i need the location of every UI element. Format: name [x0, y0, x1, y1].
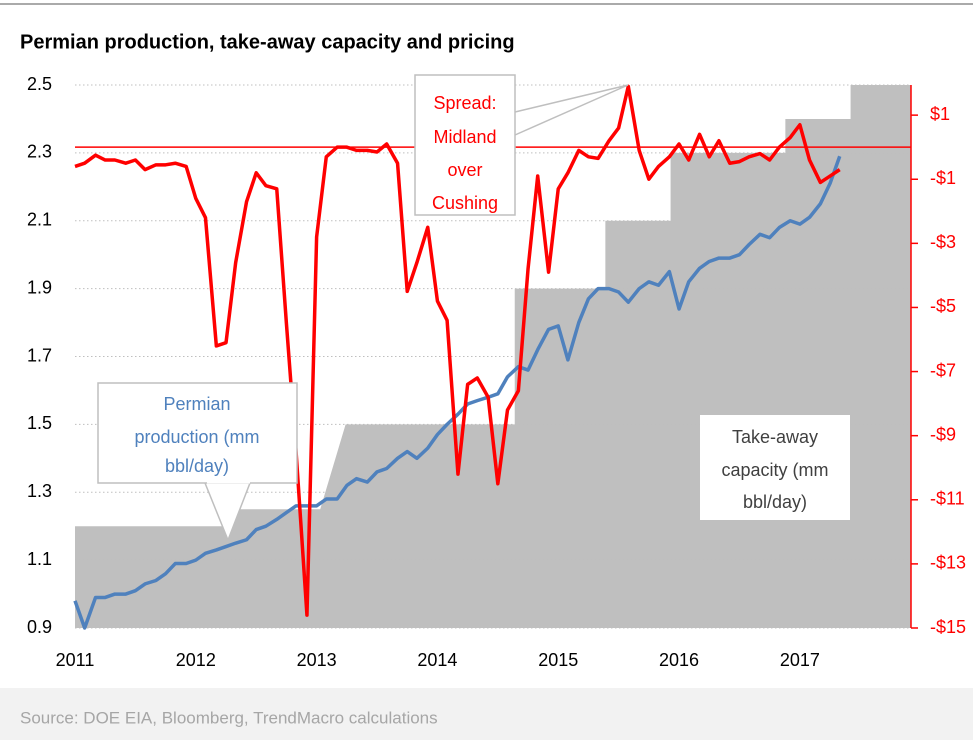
annotation-text: Permian	[163, 394, 230, 414]
y-tick-label: 1.7	[27, 345, 52, 365]
x-tick-label: 2017	[780, 650, 820, 670]
annotation-box	[97, 382, 298, 484]
production-line	[73, 155, 842, 630]
y2-tick-label: -$11	[930, 489, 965, 509]
y-tick-label: 1.3	[27, 481, 52, 501]
annotation-text: Spread:	[433, 93, 496, 113]
y-tick-label: 1.9	[27, 277, 52, 297]
footer	[0, 688, 973, 740]
annotation-text: Midland	[433, 127, 496, 147]
annotation-box	[700, 415, 850, 520]
annotation-text: Cushing	[432, 193, 498, 213]
source: Source: DOE EIA, Bloomberg, TrendMacro c…	[20, 708, 438, 727]
chart-title: Permian production, take-away capacity a…	[20, 31, 515, 53]
y2-tick-label: -$1	[930, 168, 956, 188]
y-tick-label: 2.3	[27, 142, 52, 162]
annotation-box	[414, 74, 516, 216]
callout-pointer	[204, 482, 251, 543]
y2-tick-label: $1	[930, 104, 950, 124]
y-tick-label: 0.9	[27, 617, 52, 637]
y-tick-label: 1.1	[27, 549, 52, 569]
annotation-text: bbl/day)	[743, 492, 807, 512]
callout-pointer	[514, 84, 629, 136]
y2-tick-label: -$13	[930, 553, 966, 573]
y-tick-label: 2.5	[27, 74, 52, 94]
y2-tick-label: -$5	[930, 296, 956, 316]
annotation-text: Take-away	[732, 427, 818, 447]
annotation-text: over	[447, 160, 482, 180]
annotation-text: production (mm	[134, 427, 259, 447]
annotation-text: bbl/day)	[165, 456, 229, 476]
y-tick-label: 1.5	[27, 413, 52, 433]
x-tick-label: 2015	[538, 650, 578, 670]
x-tick-label: 2011	[56, 650, 95, 670]
x-tick-label: 2013	[297, 650, 337, 670]
y2-tick-label: -$9	[930, 424, 956, 444]
y-tick-label: 2.1	[27, 210, 52, 230]
y2-tick-label: -$3	[930, 232, 956, 252]
y2-tick-label: -$7	[930, 360, 956, 380]
spread-line	[74, 84, 841, 617]
x-tick-label: 2016	[659, 650, 699, 670]
x-tick-label: 2012	[176, 650, 216, 670]
x-tick-label: 2014	[417, 650, 457, 670]
annotation-text: capacity (mm	[721, 460, 828, 480]
y2-tick-label: -$15	[930, 617, 966, 637]
